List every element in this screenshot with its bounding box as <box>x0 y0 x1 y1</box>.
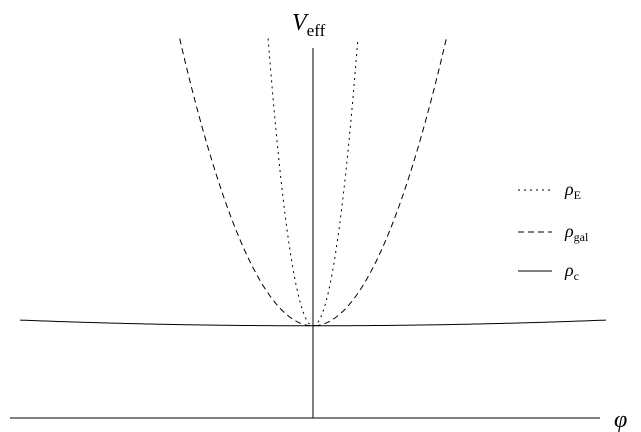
series-curve-dashed <box>179 38 447 327</box>
legend-label-dotted: ρE <box>564 179 581 202</box>
series-curve-solid <box>19 319 607 327</box>
legend-label-solid: ρc <box>564 260 579 283</box>
legend-label-symbol: ρ <box>564 260 574 280</box>
y-axis-symbol: V <box>292 10 309 36</box>
legend-label-symbol: ρ <box>564 179 574 199</box>
y-axis-subscript: eff <box>307 21 326 40</box>
x-axis-label: φ <box>614 407 627 432</box>
curves <box>19 38 607 327</box>
legend-label-subscript: gal <box>574 230 589 244</box>
legend-label-subscript: E <box>574 188 581 202</box>
series-curve-dotted <box>267 38 359 327</box>
legend-label-subscript: c <box>574 269 579 283</box>
legend-label-symbol: ρ <box>564 221 574 241</box>
legend-label-dashed: ρgal <box>564 221 589 244</box>
y-axis-label: Veff <box>292 10 326 40</box>
